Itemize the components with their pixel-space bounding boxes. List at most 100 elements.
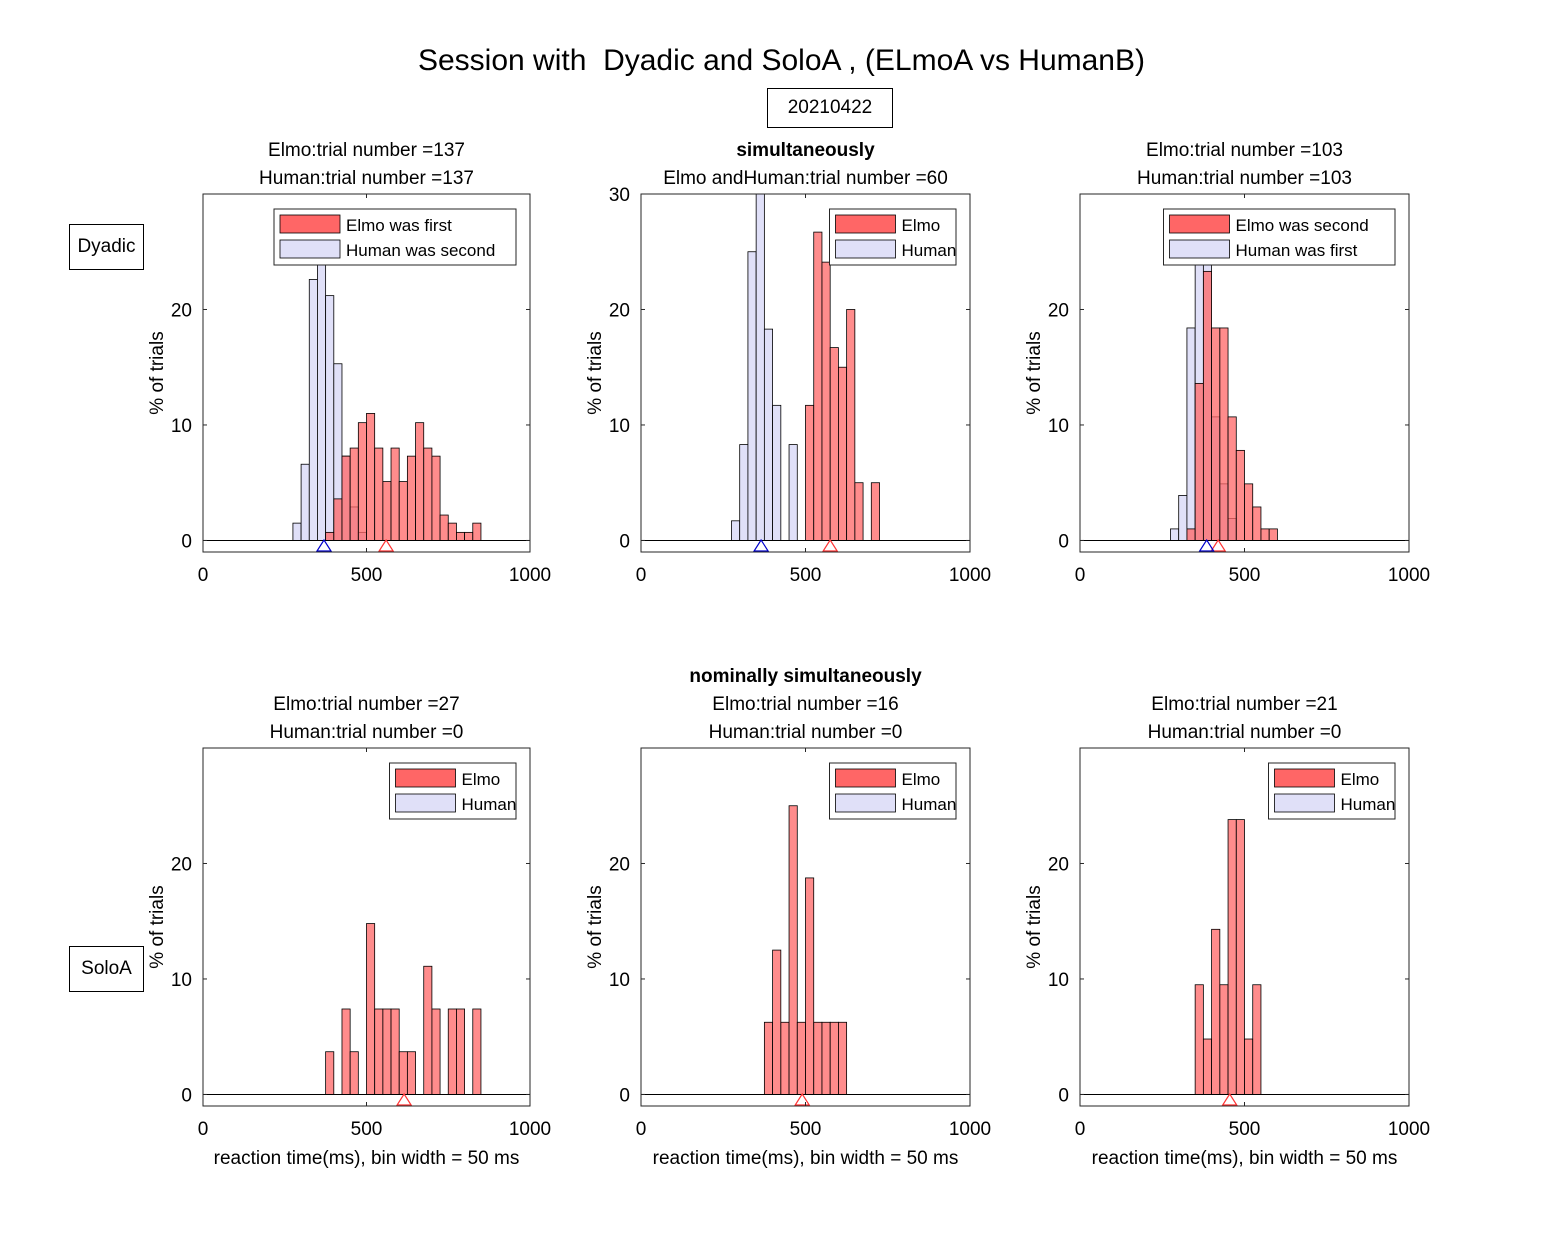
elmo-bar xyxy=(390,447,400,541)
legend-label: Human xyxy=(902,795,957,814)
x-tick-label: 500 xyxy=(790,565,822,586)
elmo-bar xyxy=(472,1008,482,1095)
chart-title-line: Elmo:trial number =103 xyxy=(1146,140,1343,161)
elmo-bar xyxy=(398,481,408,541)
elmo-bar xyxy=(1227,416,1237,541)
legend-label: Human was second xyxy=(346,241,495,260)
elmo-mean-marker xyxy=(822,538,839,552)
chart-title-line: Elmo:trial number =137 xyxy=(268,140,465,161)
legend-swatch xyxy=(835,239,896,259)
x-axis-label: reaction time(ms), bin width = 50 ms xyxy=(214,1148,520,1169)
legend-swatch xyxy=(395,793,456,813)
human-bar xyxy=(325,295,335,541)
y-tick-label: 0 xyxy=(181,1085,192,1106)
elmo-bar xyxy=(1219,984,1229,1095)
human-mean-marker xyxy=(752,538,770,552)
elmo-bar xyxy=(763,1021,774,1095)
x-axis-label: reaction time(ms), bin width = 50 ms xyxy=(1092,1148,1398,1169)
x-tick-label: 1000 xyxy=(509,1119,551,1140)
y-axis-label: % of trials xyxy=(585,331,606,414)
human-bar xyxy=(788,444,798,541)
chart-title-line: Elmo andHuman:trial number =60 xyxy=(663,168,948,189)
y-tick-label: 10 xyxy=(171,970,192,991)
elmo-bar xyxy=(870,482,880,541)
human-bar xyxy=(763,328,774,541)
elmo-bar xyxy=(325,1051,335,1095)
elmo-bar xyxy=(829,1021,839,1095)
y-tick-label: 0 xyxy=(1058,531,1069,552)
chart-title-line: Human:trial number =103 xyxy=(1137,168,1352,189)
legend-swatch xyxy=(1274,793,1335,813)
chart-title-line: nominally simultaneously xyxy=(689,666,922,687)
row-label-soloa: SoloA xyxy=(69,946,144,992)
x-tick-label: 0 xyxy=(1075,1119,1086,1140)
elmo-bar xyxy=(1235,819,1245,1095)
elmo-bar xyxy=(341,1008,351,1095)
legend-swatch xyxy=(1169,214,1230,234)
row-label-dyadic: Dyadic xyxy=(69,224,144,270)
suptitle: Session with Dyadic and SoloA , (ELmoA v… xyxy=(417,44,1145,77)
y-tick-label: 30 xyxy=(609,185,630,206)
elmo-mean-marker xyxy=(378,538,395,552)
elmo-bar xyxy=(1227,819,1237,1095)
x-tick-label: 0 xyxy=(198,1119,209,1140)
y-tick-label: 20 xyxy=(609,300,630,321)
y-axis-label: % of trials xyxy=(147,331,168,414)
y-axis-label: % of trials xyxy=(1024,885,1045,968)
elmo-bar xyxy=(382,481,392,541)
elmo-bar xyxy=(772,949,782,1095)
elmo-bar xyxy=(406,1051,416,1095)
elmo-mean-marker xyxy=(1221,1092,1238,1106)
y-tick-label: 20 xyxy=(171,854,192,875)
elmo-bar xyxy=(415,422,425,541)
human-bar xyxy=(308,279,318,541)
x-tick-label: 500 xyxy=(790,1119,822,1140)
chart-panel-5 xyxy=(640,747,971,1107)
elmo-bar xyxy=(1194,382,1204,541)
chart-panel-2 xyxy=(640,193,971,553)
elmo-mean-marker xyxy=(1210,538,1227,552)
elmo-bar xyxy=(1211,327,1221,541)
chart-title-line: Human:trial number =0 xyxy=(270,722,464,743)
elmo-bar xyxy=(464,531,474,541)
chart-panel-4 xyxy=(202,747,531,1107)
legend-label: Elmo xyxy=(902,770,941,789)
elmo-bar xyxy=(431,1008,441,1095)
elmo-bar xyxy=(813,231,823,541)
date-label-box: 20210422 xyxy=(767,88,893,128)
x-tick-label: 1000 xyxy=(1388,1119,1430,1140)
y-tick-label: 0 xyxy=(619,531,630,552)
elmo-bar xyxy=(447,522,457,541)
elmo-bar xyxy=(341,455,351,541)
human-bar xyxy=(772,404,782,541)
elmo-bar xyxy=(423,447,433,541)
y-tick-label: 20 xyxy=(1048,300,1069,321)
legend-label: Elmo xyxy=(1341,770,1380,789)
x-axis-label: reaction time(ms), bin width = 50 ms xyxy=(653,1148,959,1169)
legend-label: Elmo xyxy=(902,216,941,235)
human-bar xyxy=(1178,495,1188,541)
elmo-bar xyxy=(366,923,376,1095)
legend-label: Elmo was second xyxy=(1236,216,1369,235)
chart-title-line: Elmo:trial number =21 xyxy=(1151,694,1337,715)
y-tick-label: 20 xyxy=(609,854,630,875)
human-bar xyxy=(292,522,302,541)
y-axis-label: % of trials xyxy=(147,885,168,968)
elmo-bar xyxy=(821,261,831,541)
x-tick-label: 500 xyxy=(351,1119,383,1140)
x-tick-label: 500 xyxy=(1229,1119,1261,1140)
elmo-bar xyxy=(333,498,343,541)
human-bar xyxy=(755,193,765,541)
elmo-bar xyxy=(374,447,384,541)
y-tick-label: 10 xyxy=(1048,970,1069,991)
elmo-bar xyxy=(1244,483,1254,541)
y-axis-label: % of trials xyxy=(585,885,606,968)
legend-label: Elmo was first xyxy=(346,216,452,235)
legend-label: Human xyxy=(462,795,517,814)
legend-swatch xyxy=(279,214,341,234)
elmo-bar xyxy=(813,1021,823,1095)
y-tick-label: 0 xyxy=(619,1085,630,1106)
legend-swatch xyxy=(1274,768,1335,788)
human-bar xyxy=(731,520,741,541)
